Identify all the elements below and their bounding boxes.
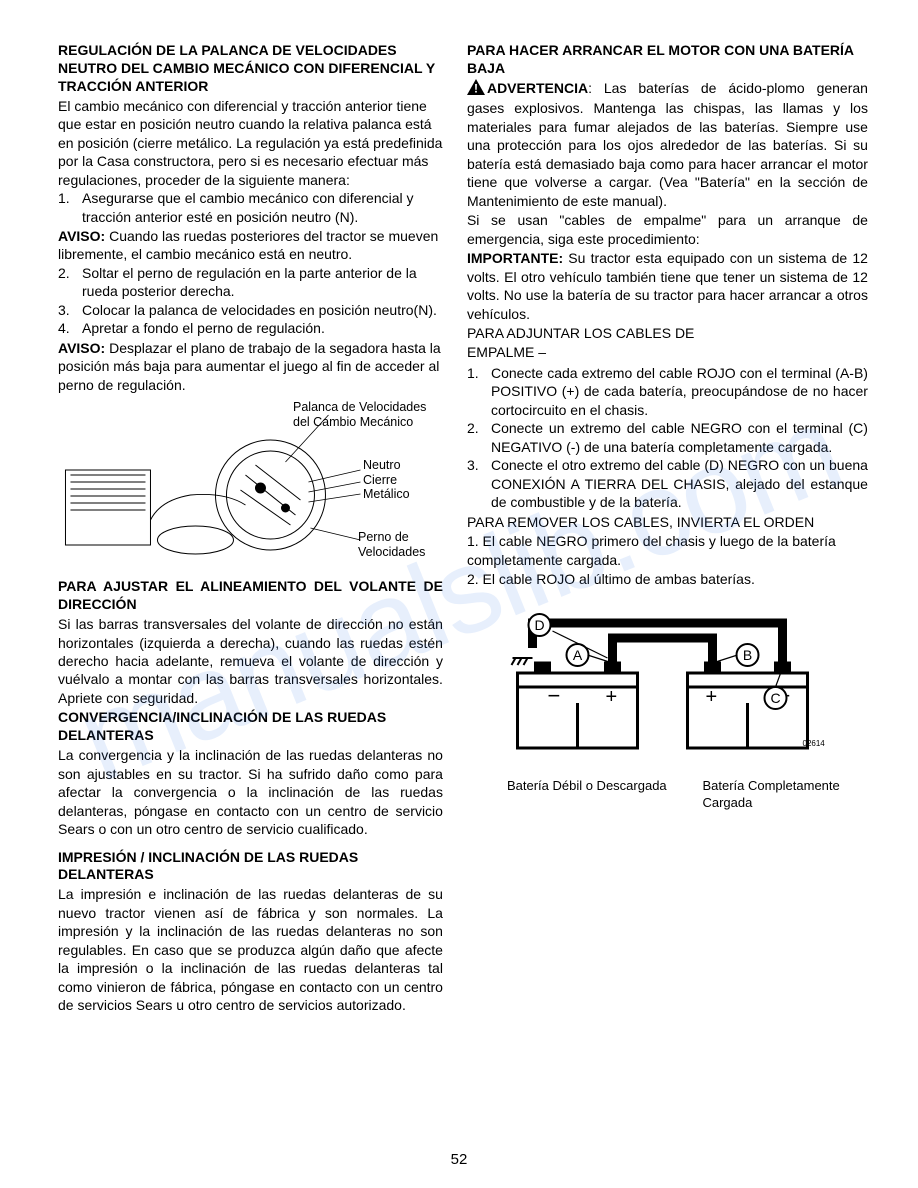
svg-text:+: + [605, 686, 617, 708]
list-text: Asegurarse que el cambio mecánico con di… [82, 189, 443, 226]
remove-step-2: 2. El cable ROJO al último de ambas bate… [467, 570, 868, 588]
aviso-label: AVISO: [58, 228, 105, 244]
battery-svg: − + + − [467, 603, 868, 773]
list-text: Conecte cada extremo del cable ROJO con … [491, 364, 868, 419]
warning-label: ADVERTENCIA [487, 80, 588, 96]
list-num: 3. [467, 456, 491, 511]
svg-text:B: B [743, 647, 752, 663]
two-column-layout: REGULACIÓN DE LA PALANCA DE VELOCIDADES … [58, 42, 860, 1015]
subhead-remover: PARA REMOVER LOS CABLES, INVIERTA EL ORD… [467, 513, 868, 531]
list-item: 1.Conecte cada extremo del cable ROJO co… [467, 364, 868, 419]
diagram-code: 02614 [802, 739, 825, 748]
list-num: 3. [58, 301, 82, 319]
list-num: 1. [467, 364, 491, 419]
importante-block: IMPORTANTE: Su tractor esta equipado con… [467, 249, 868, 323]
heading-impresion: IMPRESIÓN / INCLINACIÓN DE LAS RUEDAS DE… [58, 849, 443, 885]
para-impresion: La impresión e inclinación de las ruedas… [58, 885, 443, 1014]
list-item: 3.Colocar la palanca de velocidades en p… [58, 301, 443, 319]
para-convergencia: La convergencia y la inclinación de las … [58, 746, 443, 838]
caption-left: Batería Débil o Descargada [467, 777, 673, 811]
heading-regulacion: REGULACIÓN DE LA PALANCA DE VELOCIDADES … [58, 42, 443, 96]
page-number: 52 [0, 1151, 918, 1168]
list-item: 3.Conecte el otro extremo del cable (D) … [467, 456, 868, 511]
aviso-label: AVISO: [58, 340, 105, 356]
list-num: 1. [58, 189, 82, 226]
svg-text:−: − [547, 683, 560, 708]
battery-diagram: − + + − [467, 603, 868, 773]
svg-text:C: C [770, 690, 780, 706]
list-text: Soltar el perno de regulación en la part… [82, 264, 443, 301]
list-num: 2. [467, 419, 491, 456]
list-text: Colocar la palanca de velocidades en pos… [82, 301, 443, 319]
subhead-adjuntar: PARA ADJUNTAR LOS CABLES DE [467, 324, 868, 342]
warning-text: : Las baterías de ácido-plomo generan ga… [467, 80, 868, 209]
aviso-1: AVISO: Cuando las ruedas posteriores del… [58, 227, 443, 264]
battery-caption-row: Batería Débil o Descargada Batería Compl… [467, 777, 868, 811]
remove-step-1: 1. El cable NEGRO primero del chasis y l… [467, 532, 868, 569]
para-regulacion-intro: El cambio mecánico con diferencial y tra… [58, 97, 443, 189]
para-alineamiento: Si las barras transversales del volante … [58, 615, 443, 707]
left-column: REGULACIÓN DE LA PALANCA DE VELOCIDADES … [58, 42, 443, 1015]
list-item: 2.Soltar el perno de regulación en la pa… [58, 264, 443, 301]
list-num: 4. [58, 319, 82, 337]
transmission-diagram: Palanca de Velocidades del Cambio Mecáni… [58, 400, 443, 570]
list-item: 1.Asegurarse que el cambio mecánico con … [58, 189, 443, 226]
heading-convergencia: CONVERGENCIA/INCLINACIÓN DE LAS RUEDAS D… [58, 709, 443, 745]
diagram-label-palanca: Palanca de Velocidades del Cambio Mecáni… [293, 400, 443, 429]
list-item: 2.Conecte un extremo del cable NEGRO con… [467, 419, 868, 456]
right-column: PARA HACER ARRANCAR EL MOTOR CON UNA BAT… [467, 42, 868, 1015]
list-text: Apretar a fondo el perno de regulación. [82, 319, 443, 337]
list-num: 2. [58, 264, 82, 301]
importante-label: IMPORTANTE: [467, 250, 563, 266]
aviso-text: Cuando las ruedas posteriores del tracto… [58, 228, 438, 262]
aviso-2: AVISO: Desplazar el plano de trabajo de … [58, 339, 443, 394]
diagram-label-perno: Perno de Velocidades [358, 530, 425, 559]
svg-text:+: + [705, 686, 717, 708]
list-adjuntar: 1.Conecte cada extremo del cable ROJO co… [467, 364, 868, 512]
svg-text:D: D [534, 617, 544, 633]
aviso-text: Desplazar el plano de trabajo de la sega… [58, 340, 441, 393]
warning-block: ! ADVERTENCIA: Las baterías de ácido-plo… [467, 79, 868, 210]
svg-text:A: A [573, 647, 583, 663]
list-regulacion: 1.Asegurarse que el cambio mecánico con … [58, 189, 443, 226]
diagram-label-neutro: Neutro Cierre Metálico [363, 458, 410, 501]
caption-right: Batería Completamente Cargada [702, 777, 868, 811]
heading-arrancar: PARA HACER ARRANCAR EL MOTOR CON UNA BAT… [467, 42, 868, 78]
heading-alineamiento: PARA AJUSTAR EL ALINEAMIENTO DEL VOLANTE… [58, 578, 443, 614]
para-empalme: Si se usan "cables de empalme" para un a… [467, 211, 868, 248]
svg-text:!: ! [474, 81, 478, 95]
subhead-empalme: EMPALME – [467, 343, 868, 361]
warning-triangle-icon: ! [467, 79, 485, 99]
list-regulacion-2: 2.Soltar el perno de regulación en la pa… [58, 264, 443, 338]
list-text: Conecte un extremo del cable NEGRO con e… [491, 419, 868, 456]
list-text: Conecte el otro extremo del cable (D) NE… [491, 456, 868, 511]
list-item: 4.Apretar a fondo el perno de regulación… [58, 319, 443, 337]
